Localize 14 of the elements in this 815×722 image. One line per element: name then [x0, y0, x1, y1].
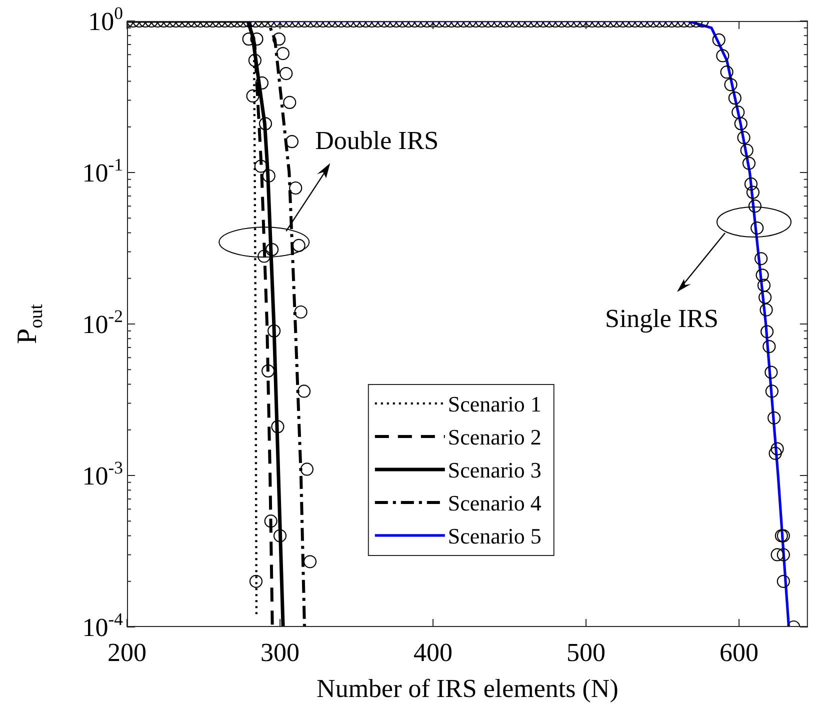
- x-tick-label: 500: [566, 638, 606, 667]
- annotation: Double IRS: [315, 126, 439, 156]
- x-tick-label: 300: [260, 638, 300, 667]
- x-tick-label: 400: [414, 638, 453, 667]
- y-axis-title: Pout: [12, 303, 48, 344]
- legend-label: Scenario 3: [448, 457, 542, 482]
- legend-label: Scenario 2: [448, 424, 542, 450]
- annotation: Single IRS: [605, 304, 718, 333]
- x-tick-label: 200: [108, 638, 146, 667]
- x-axis-title: Number of IRS elements (N): [316, 674, 618, 703]
- x-tick-label: 600: [720, 638, 759, 667]
- legend-label: Scenario 1: [448, 391, 542, 416]
- legend-label: Scenario 4: [448, 490, 542, 516]
- legend-label: Scenario 5: [448, 523, 542, 548]
